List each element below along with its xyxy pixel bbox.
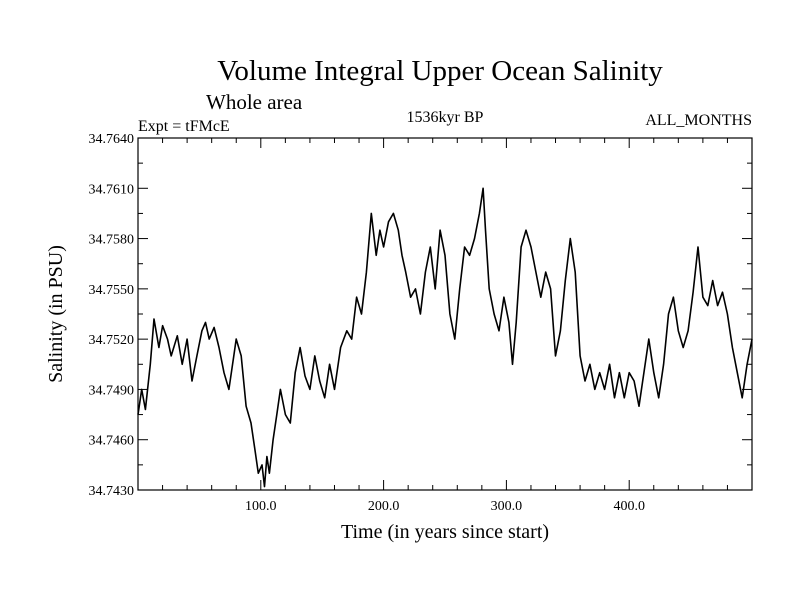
y-tick-label: 34.7640 bbox=[89, 132, 135, 147]
x-tick-label: 400.0 bbox=[613, 499, 645, 514]
chart-subtitle: Whole area bbox=[206, 90, 303, 114]
y-tick-label: 34.7490 bbox=[89, 383, 135, 398]
series-layer bbox=[137, 187, 753, 488]
y-tick-label: 34.7580 bbox=[89, 233, 135, 248]
axis-ticks: 34.7430 34.7460 34.7490 34.7520 34.7550 34.75… bbox=[89, 132, 752, 514]
y-tick-label: 34.7460 bbox=[89, 434, 135, 449]
months-label: ALL_MONTHS bbox=[645, 112, 752, 129]
x-tick-label: 200.0 bbox=[368, 499, 400, 514]
experiment-label: Expt = tFMcE bbox=[138, 118, 230, 135]
plot-frame bbox=[137, 137, 753, 491]
y-tick-label: 34.7610 bbox=[89, 182, 135, 197]
x-axis-label: Time (in years since start) bbox=[341, 521, 549, 543]
y-tick-label: 34.7430 bbox=[89, 484, 135, 499]
y-tick-label: 34.7520 bbox=[89, 333, 135, 348]
chart-title: Volume Integral Upper Ocean Salinity bbox=[217, 55, 663, 87]
x-tick-label: 300.0 bbox=[491, 499, 523, 514]
x-tick-label: 100.0 bbox=[245, 499, 277, 514]
y-axis-label: Salinity (in PSU) bbox=[45, 245, 67, 383]
y-tick-label: 34.7550 bbox=[89, 283, 135, 298]
series-line-salinity bbox=[137, 187, 753, 488]
period-label: 1536kyr BP bbox=[407, 109, 484, 126]
